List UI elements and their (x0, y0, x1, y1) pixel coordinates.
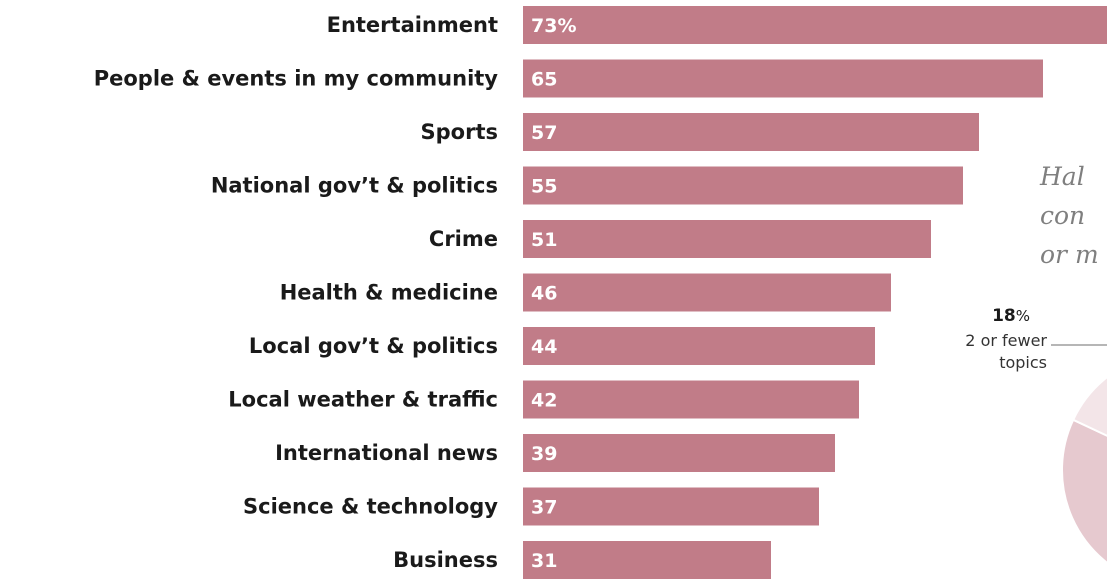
annotation-line-3: or m (1040, 240, 1099, 269)
bar-value-label-sports: 57 (531, 122, 557, 144)
bar-local-weather-traffic (523, 380, 859, 419)
pie-slice-main (1061, 418, 1107, 564)
annotation-line-2: con (1040, 201, 1085, 230)
bar-value-label-local-weather-traffic: 42 (531, 390, 557, 412)
bar-local-gov-t-politics (523, 327, 875, 365)
bar-sports (523, 113, 979, 151)
category-label-international-news: International news (275, 441, 498, 465)
category-label-business: Business (393, 548, 498, 572)
bar-value-label-science-technology: 37 (531, 497, 557, 519)
bar-crime (523, 220, 931, 258)
pie-slice-label-line-1: 2 or fewer (965, 331, 1047, 350)
bar-value-label-national-gov-t-politics: 55 (531, 176, 557, 198)
category-label-local-gov-t-politics: Local gov’t & politics (249, 334, 498, 358)
category-label-national-gov-t-politics: National gov’t & politics (211, 174, 498, 198)
bar-chart: 73% Entertainment 65 People & events in my … (94, 6, 1107, 579)
bar-national-gov-t-politics (523, 166, 963, 205)
category-label-science-technology: Science & technology (243, 495, 498, 519)
bar-entertainment (523, 6, 1107, 44)
category-label-local-weather-traffic: Local weather & traffic (228, 388, 498, 412)
bar-value-label-business: 31 (531, 550, 557, 572)
category-label-entertainment: Entertainment (327, 13, 498, 37)
bar-value-label-international-news: 39 (531, 443, 557, 465)
category-label-health-medicine: Health & medicine (280, 281, 498, 305)
bar-value-label-local-gov-t-politics: 44 (531, 336, 557, 358)
annotation-note: Hal con or m (1039, 162, 1099, 269)
category-label-sports: Sports (421, 120, 498, 144)
bar-value-label-people-events-in-my-community: 65 (531, 69, 557, 91)
category-label-crime: Crime (429, 227, 498, 251)
bar-people-events-in-my-community (523, 59, 1043, 98)
bar-international-news (523, 434, 835, 472)
pie-chart: 18% 2 or fewer topics (965, 306, 1107, 564)
bar-business (523, 541, 771, 579)
pie-slice-2-or-fewer (1071, 376, 1107, 437)
bar-value-label-health-medicine: 46 (531, 283, 557, 305)
bar-health-medicine (523, 273, 891, 312)
pie-slice-value: 18% (992, 306, 1030, 326)
category-label-people-events-in-my-community: People & events in my community (94, 67, 499, 91)
bar-value-label-entertainment: 73% (531, 15, 576, 37)
pie-slice-label-line-2: topics (999, 353, 1047, 372)
bar-science-technology (523, 487, 819, 526)
annotation-line-1: Hal (1039, 162, 1085, 191)
bar-value-label-crime: 51 (531, 229, 557, 251)
